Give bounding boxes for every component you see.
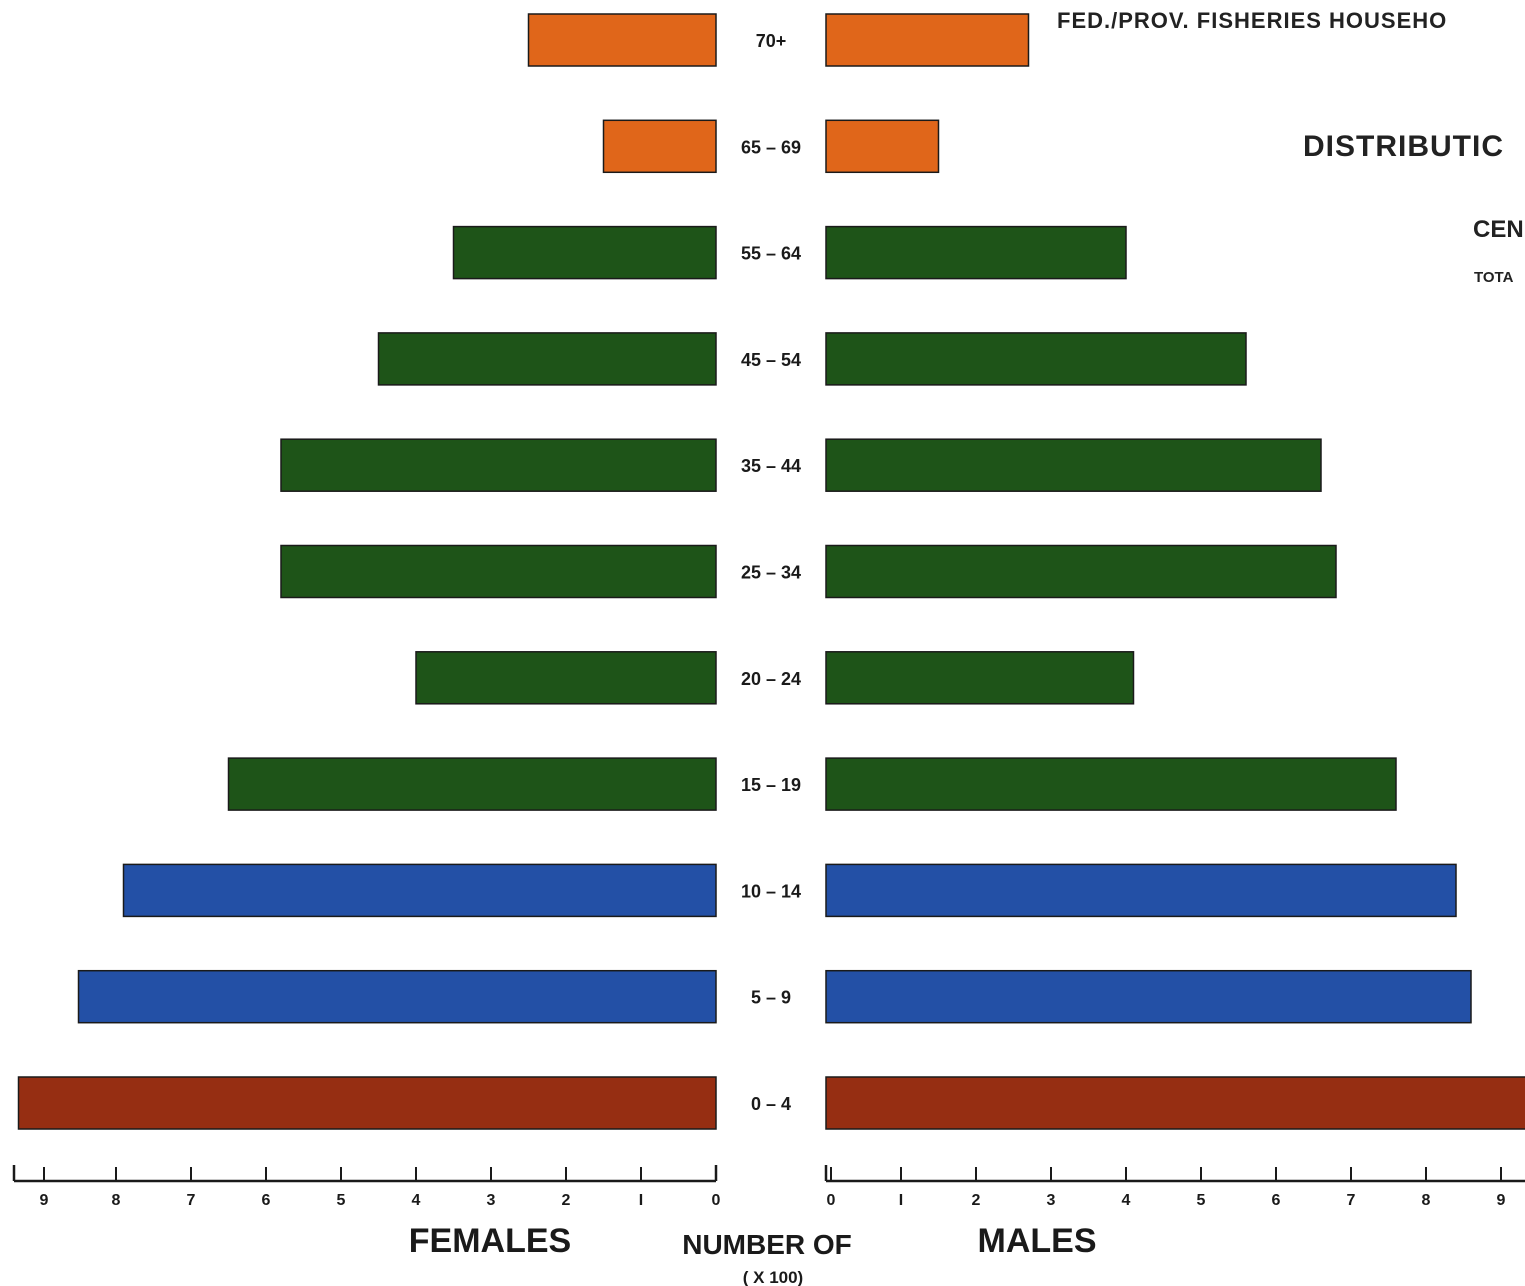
age-label-5-9: 5 – 9 — [751, 988, 791, 1008]
age-label-65-69: 65 – 69 — [741, 137, 801, 157]
male-bar-25-34 — [825, 544, 1337, 599]
male-tick-label-7: 7 — [1347, 1192, 1356, 1209]
male-bar-10-14 — [825, 863, 1457, 918]
female-bar-5-9 — [77, 969, 717, 1024]
male-tick-label-I: I — [899, 1192, 903, 1209]
age-label-10-14: 10 – 14 — [741, 881, 801, 901]
age-label-55-64: 55 – 64 — [741, 244, 801, 264]
male-bar-65-69 — [825, 119, 940, 174]
male-tick-label-9: 9 — [1497, 1192, 1506, 1209]
age-label-15-19: 15 – 19 — [741, 775, 801, 795]
female-tick-label-2: 2 — [562, 1192, 571, 1209]
female-tick-label-5: 5 — [337, 1192, 346, 1209]
age-label-45-54: 45 – 54 — [741, 350, 801, 370]
males-axis-title: MALES — [978, 1222, 1097, 1260]
female-bar-35-44 — [280, 438, 717, 492]
male-bar-70+ — [825, 13, 1030, 67]
females-axis-title: FEMALES — [409, 1222, 571, 1260]
female-tick-label-3: 3 — [487, 1192, 496, 1209]
male-bar-0-4 — [825, 1076, 1525, 1130]
chart-note: TOTA — [1474, 269, 1514, 286]
age-label-70+: 70+ — [756, 31, 787, 51]
male-tick-label-4: 4 — [1122, 1192, 1131, 1209]
number-of-axis-title: NUMBER OF — [682, 1229, 852, 1260]
female-bar-10-14 — [122, 863, 717, 918]
male-tick-label-2: 2 — [972, 1192, 981, 1209]
female-bar-25-34 — [280, 544, 717, 599]
age-label-25-34: 25 – 34 — [741, 563, 801, 583]
female-bar-65-69 — [602, 119, 717, 174]
age-label-20-24: 20 – 24 — [741, 669, 801, 689]
female-bar-20-24 — [415, 651, 717, 705]
male-tick-label-5: 5 — [1197, 1192, 1206, 1209]
female-bar-55-64 — [452, 225, 717, 280]
female-tick-label-9: 9 — [40, 1192, 49, 1209]
chart-subheading: CEN — [1473, 216, 1524, 243]
male-tick-label-3: 3 — [1047, 1192, 1056, 1209]
female-tick-label-8: 8 — [112, 1192, 121, 1209]
chart-title: FED./PROV. FISHERIES HOUSEHO — [1057, 8, 1448, 33]
male-bar-35-44 — [825, 438, 1322, 492]
unit-label: ( X 100) — [743, 1268, 803, 1286]
male-tick-label-6: 6 — [1272, 1192, 1281, 1209]
female-bar-0-4 — [17, 1076, 717, 1130]
male-bar-55-64 — [825, 225, 1127, 280]
age-labels-group: 70+ 65 – 69 55 – 64 45 – 54 35 – 44 25 – 34 20… — [741, 31, 801, 1114]
male-bar-5-9 — [825, 969, 1472, 1024]
male-bar-15-19 — [825, 757, 1397, 811]
male-tick-label-8: 8 — [1422, 1192, 1431, 1209]
axes-group: 9 8 7 6 5 4 3 2 I 0 0 I 2 3 4 5 6 7 8 9 — [12, 1165, 1525, 1209]
female-tick-label-I: I — [639, 1192, 643, 1209]
female-bar-15-19 — [227, 757, 717, 811]
male-tick-label-0: 0 — [827, 1192, 836, 1209]
age-label-0-4: 0 – 4 — [751, 1094, 791, 1114]
female-bar-45-54 — [377, 332, 717, 386]
female-tick-label-0: 0 — [712, 1192, 721, 1209]
bars-group — [17, 13, 1525, 1130]
age-label-35-44: 35 – 44 — [741, 456, 801, 476]
female-tick-label-4: 4 — [412, 1192, 421, 1209]
female-tick-label-6: 6 — [262, 1192, 271, 1209]
male-bar-20-24 — [825, 651, 1135, 705]
male-bar-45-54 — [825, 332, 1247, 386]
chart-heading: DISTRIBUTIC — [1303, 130, 1504, 163]
female-bar-70+ — [527, 13, 717, 67]
female-tick-label-7: 7 — [187, 1192, 196, 1209]
